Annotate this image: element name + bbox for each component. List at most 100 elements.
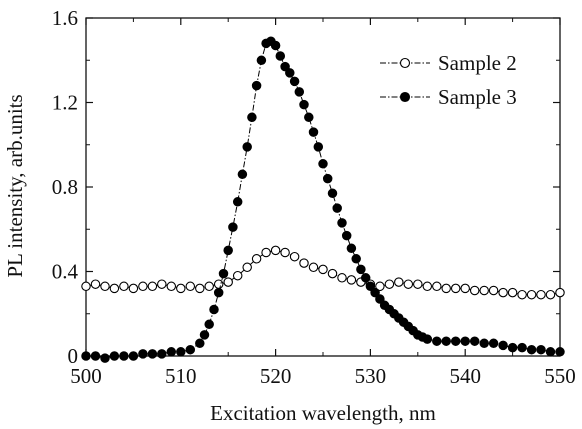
data-point — [351, 254, 361, 264]
legend-entry: Sample 3 — [380, 85, 517, 109]
data-point — [109, 283, 120, 294]
data-point — [460, 283, 470, 294]
y-tick-label: 0 — [68, 344, 79, 368]
data-point — [536, 289, 546, 300]
x-tick-label: 540 — [449, 364, 481, 388]
data-point — [450, 336, 461, 346]
data-point — [176, 283, 186, 294]
series-layer — [81, 36, 565, 363]
data-point — [370, 287, 380, 298]
data-point — [441, 336, 451, 346]
data-point — [256, 55, 267, 66]
data-point — [517, 342, 527, 353]
x-tick-label: 530 — [355, 364, 387, 388]
data-point — [90, 279, 101, 289]
data-point — [213, 279, 224, 289]
data-point — [365, 281, 376, 292]
data-point — [332, 203, 342, 213]
data-point — [128, 351, 139, 361]
data-point — [285, 68, 295, 78]
data-point — [299, 258, 309, 268]
data-point — [394, 277, 404, 287]
data-point — [308, 127, 319, 137]
data-point — [327, 188, 338, 199]
data-point — [176, 347, 186, 357]
data-point — [280, 61, 290, 72]
data-point — [213, 287, 224, 298]
data-point — [337, 273, 347, 283]
data-point — [119, 351, 129, 361]
x-tick-label: 510 — [165, 364, 197, 388]
data-point — [195, 338, 205, 349]
data-point — [109, 351, 120, 361]
data-point — [545, 289, 556, 300]
data-point — [251, 80, 262, 91]
data-point — [403, 279, 414, 289]
data-point — [432, 281, 442, 292]
data-point — [242, 262, 252, 273]
data-point — [346, 243, 357, 254]
data-point — [517, 289, 527, 300]
x-tick-label: 550 — [544, 364, 576, 388]
legend-label: Sample 3 — [438, 85, 517, 109]
legend-entry: Sample 2 — [380, 51, 517, 75]
data-point — [223, 245, 233, 256]
data-point — [488, 285, 499, 296]
data-point — [275, 51, 286, 61]
data-point — [375, 281, 385, 292]
data-point — [270, 40, 281, 51]
data-point — [413, 279, 423, 289]
data-point — [119, 281, 129, 292]
data-point — [166, 281, 177, 292]
data-point — [313, 142, 324, 152]
data-point — [232, 197, 243, 207]
y-tick-label: 0.8 — [52, 175, 78, 199]
data-point — [218, 268, 229, 279]
legend-marker — [399, 57, 411, 69]
data-point — [322, 173, 333, 184]
data-point — [375, 294, 385, 304]
data-point — [441, 283, 451, 294]
data-point — [360, 273, 371, 283]
data-point — [346, 275, 357, 285]
data-point — [555, 287, 565, 298]
data-point — [270, 245, 281, 256]
series-2 — [81, 36, 565, 363]
data-point — [341, 230, 352, 241]
data-point — [157, 349, 167, 359]
data-point — [100, 353, 110, 363]
data-point — [204, 281, 214, 292]
data-point — [199, 330, 210, 340]
data-point — [498, 287, 508, 298]
data-point — [81, 281, 91, 292]
data-point — [147, 281, 158, 292]
data-point — [247, 112, 257, 123]
x-tick-label: 500 — [70, 364, 102, 388]
y-axis-title: PL intensity, arb.units — [3, 94, 27, 277]
data-point — [318, 159, 328, 169]
data-point — [422, 281, 433, 292]
data-point — [488, 338, 499, 349]
data-point — [327, 268, 338, 279]
data-point — [128, 283, 139, 294]
data-point — [289, 76, 300, 87]
data-point — [337, 218, 347, 228]
data-point — [280, 247, 290, 258]
data-point — [81, 351, 91, 361]
data-point — [100, 281, 110, 292]
data-point — [237, 169, 248, 180]
x-axis-ticks: 500 510 520 530 540 550 — [70, 18, 576, 388]
data-point — [526, 344, 537, 355]
data-point — [138, 281, 148, 292]
data-point — [460, 336, 470, 346]
legend-marker — [399, 91, 411, 103]
data-point — [204, 319, 214, 330]
data-point — [422, 334, 433, 344]
data-point — [185, 344, 196, 355]
data-point — [450, 283, 461, 294]
x-axis-title: Excitation wavelength, nm — [210, 401, 436, 425]
data-point — [318, 264, 328, 275]
y-tick-label: 1.2 — [52, 91, 78, 115]
data-point — [195, 283, 205, 294]
